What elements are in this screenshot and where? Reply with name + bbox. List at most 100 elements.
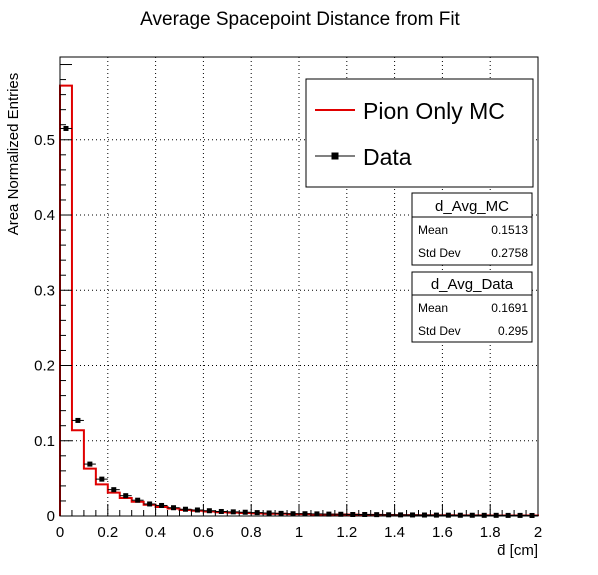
data-point bbox=[60, 125, 72, 131]
data-point-marker bbox=[493, 512, 499, 518]
data-point bbox=[71, 417, 84, 423]
data-point bbox=[227, 509, 240, 515]
x-tick-label: 1.6 bbox=[432, 524, 453, 541]
data-point-marker bbox=[242, 509, 248, 515]
data-point bbox=[275, 510, 288, 516]
data-point-marker bbox=[410, 512, 416, 518]
data-point-marker bbox=[374, 512, 380, 518]
data-point-marker bbox=[326, 511, 332, 517]
x-tick-label: 0.4 bbox=[145, 524, 166, 541]
data-point-marker bbox=[505, 512, 511, 518]
data-point bbox=[334, 511, 347, 517]
data-point bbox=[418, 512, 431, 518]
stats-box-mc-std-value: 0.2758 bbox=[491, 246, 528, 260]
stats-box-data-title: d_Avg_Data bbox=[431, 276, 514, 293]
data-point-marker bbox=[206, 508, 212, 514]
x-tick-label: 1.8 bbox=[480, 524, 501, 541]
data-point bbox=[83, 461, 96, 467]
data-points bbox=[60, 125, 538, 518]
data-point-marker bbox=[278, 510, 284, 516]
data-point-marker bbox=[99, 476, 105, 482]
y-axis: 0 0.1 0.2 0.3 0.4 0.5 bbox=[34, 64, 72, 525]
data-point bbox=[107, 487, 120, 493]
y-tick-label: 0.1 bbox=[34, 433, 55, 450]
legend-mc-label: Pion Only MC bbox=[363, 98, 505, 124]
data-point bbox=[322, 511, 335, 517]
data-point-marker bbox=[171, 505, 177, 511]
data-point-marker bbox=[398, 512, 404, 518]
data-point bbox=[430, 512, 443, 518]
data-point-marker bbox=[75, 417, 81, 423]
data-point bbox=[203, 508, 216, 514]
legend-data-marker bbox=[331, 152, 339, 160]
data-point bbox=[95, 476, 108, 482]
x-tick-label: 1 bbox=[295, 524, 303, 541]
data-point bbox=[215, 508, 228, 514]
data-point bbox=[406, 512, 419, 518]
x-tick-label: 2 bbox=[534, 524, 542, 541]
data-point-marker bbox=[457, 512, 463, 518]
data-point bbox=[370, 512, 383, 518]
chart-title: Average Spacepoint Distance from Fit bbox=[140, 9, 460, 30]
y-tick-label: 0 bbox=[47, 508, 55, 525]
stats-box-mc-title: d_Avg_MC bbox=[435, 198, 509, 215]
x-tick-label: 1.2 bbox=[336, 524, 357, 541]
data-point bbox=[131, 497, 144, 503]
data-point-marker bbox=[254, 510, 260, 516]
data-point-marker bbox=[159, 502, 165, 508]
data-point bbox=[490, 512, 503, 518]
data-point-marker bbox=[350, 511, 356, 517]
x-tick-label: 0.2 bbox=[97, 524, 118, 541]
data-point bbox=[287, 511, 299, 517]
data-point-marker bbox=[290, 511, 296, 517]
data-point-marker bbox=[517, 512, 523, 518]
data-point bbox=[143, 501, 156, 507]
stats-box-data-frame bbox=[411, 271, 533, 343]
data-point-marker bbox=[266, 510, 272, 516]
x-tick-label: 0.6 bbox=[193, 524, 214, 541]
data-point bbox=[155, 502, 168, 508]
data-point bbox=[382, 512, 395, 518]
data-point-marker bbox=[445, 512, 451, 518]
data-point bbox=[442, 512, 455, 518]
stats-box-mc-mean-label: Mean bbox=[418, 223, 448, 237]
data-point-marker bbox=[421, 512, 427, 518]
data-point bbox=[191, 507, 204, 513]
data-point-marker bbox=[147, 501, 153, 507]
data-point bbox=[179, 506, 192, 512]
data-point bbox=[119, 493, 132, 499]
y-tick-label: 0.5 bbox=[34, 132, 55, 149]
data-point-marker bbox=[87, 461, 93, 467]
stats-box-data: d_Avg_Data Mean 0.1691 Std Dev 0.295 bbox=[411, 271, 533, 343]
data-point-marker bbox=[194, 507, 200, 513]
legend-box bbox=[305, 78, 534, 188]
data-point-marker bbox=[63, 125, 69, 131]
data-point-marker bbox=[338, 511, 344, 517]
data-point-marker bbox=[302, 511, 308, 517]
y-tick-label: 0.2 bbox=[34, 358, 55, 375]
stats-box-data-std-label: Std Dev bbox=[418, 324, 461, 338]
data-point bbox=[299, 511, 311, 517]
x-tick-label: 0.8 bbox=[241, 524, 262, 541]
data-point-marker bbox=[362, 511, 368, 517]
data-point bbox=[310, 511, 323, 517]
stats-box-data-mean-label: Mean bbox=[418, 301, 448, 315]
stats-box-data-mean-value: 0.1691 bbox=[491, 301, 528, 315]
stats-box-mc-mean-value: 0.1513 bbox=[491, 223, 528, 237]
data-point-marker bbox=[135, 497, 141, 503]
data-point bbox=[394, 512, 407, 518]
data-point-marker bbox=[230, 509, 236, 515]
stats-box-data-std-value: 0.295 bbox=[498, 324, 528, 338]
y-tick-label: 0.3 bbox=[34, 282, 55, 299]
data-point-marker bbox=[481, 512, 487, 518]
legend-data-label: Data bbox=[363, 144, 412, 170]
data-point-marker bbox=[469, 512, 475, 518]
data-point-marker bbox=[218, 508, 224, 514]
stats-box-mc-std-label: Std Dev bbox=[418, 246, 461, 260]
data-point-marker bbox=[433, 512, 439, 518]
data-point-marker bbox=[111, 487, 117, 493]
data-point bbox=[263, 510, 276, 516]
data-point bbox=[466, 512, 479, 518]
data-point bbox=[454, 512, 467, 518]
